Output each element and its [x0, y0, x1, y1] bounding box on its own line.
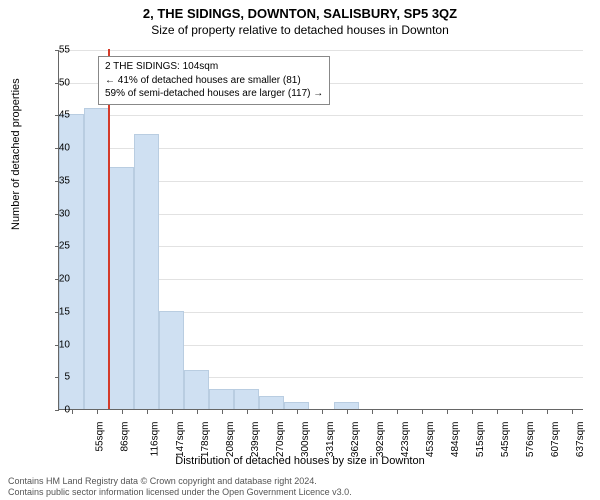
histogram-bar [234, 389, 259, 409]
x-tick-label: 637sqm [575, 422, 586, 458]
x-tick [197, 410, 198, 414]
x-tick [572, 410, 573, 414]
x-tick [172, 410, 173, 414]
y-tick-label: 25 [40, 241, 70, 252]
chart-subtitle: Size of property relative to detached ho… [0, 21, 600, 37]
x-tick-label: 208sqm [225, 422, 236, 458]
x-tick [72, 410, 73, 414]
x-tick [247, 410, 248, 414]
x-tick [347, 410, 348, 414]
x-tick-label: 239sqm [250, 422, 261, 458]
chart-container: 2, THE SIDINGS, DOWNTON, SALISBURY, SP5 … [0, 0, 600, 500]
x-tick-label: 147sqm [175, 422, 186, 458]
x-tick [497, 410, 498, 414]
legend-box: 2 THE SIDINGS: 104sqm ← 41% of detached … [98, 56, 330, 105]
y-tick-label: 35 [40, 175, 70, 186]
x-tick [122, 410, 123, 414]
y-tick-label: 5 [40, 372, 70, 383]
x-tick [522, 410, 523, 414]
y-tick-label: 0 [40, 405, 70, 416]
x-tick-label: 116sqm [149, 422, 160, 457]
histogram-bar [259, 396, 284, 409]
x-tick [397, 410, 398, 414]
y-tick-label: 10 [40, 339, 70, 350]
legend-line-1: 2 THE SIDINGS: 104sqm [105, 60, 323, 74]
y-tick-label: 50 [40, 77, 70, 88]
x-tick [97, 410, 98, 414]
x-tick-label: 576sqm [525, 422, 536, 458]
histogram-bar [334, 402, 359, 409]
x-tick-label: 331sqm [325, 422, 336, 458]
chart-area: 55sqm86sqm116sqm147sqm178sqm208sqm239sqm… [58, 50, 583, 410]
x-tick [272, 410, 273, 414]
x-tick [547, 410, 548, 414]
x-tick-label: 515sqm [475, 422, 486, 458]
y-axis-label: Number of detached properties [10, 78, 22, 230]
y-tick-label: 30 [40, 208, 70, 219]
legend-line-3: 59% of semi-detached houses are larger (… [105, 87, 323, 101]
chart-title-address: 2, THE SIDINGS, DOWNTON, SALISBURY, SP5 … [0, 0, 600, 21]
x-tick [222, 410, 223, 414]
x-tick-label: 270sqm [275, 422, 286, 458]
y-tick-label: 45 [40, 110, 70, 121]
x-tick-label: 362sqm [350, 422, 361, 458]
x-axis-label: Distribution of detached houses by size … [0, 455, 600, 467]
x-tick [147, 410, 148, 414]
x-tick-label: 484sqm [450, 422, 461, 458]
histogram-bar [84, 108, 109, 409]
y-tick-label: 15 [40, 306, 70, 317]
x-tick [422, 410, 423, 414]
x-tick-label: 178sqm [200, 422, 211, 458]
x-tick-label: 86sqm [119, 422, 130, 452]
x-tick-label: 392sqm [375, 422, 386, 458]
histogram-bar [184, 370, 209, 409]
gridline [59, 115, 583, 116]
x-tick-label: 423sqm [400, 422, 411, 458]
footer-attribution: Contains HM Land Registry data © Crown c… [8, 476, 352, 498]
histogram-bar [159, 311, 184, 409]
y-tick-label: 20 [40, 274, 70, 285]
histogram-bar [59, 114, 84, 409]
histogram-bar [284, 402, 309, 409]
x-tick [447, 410, 448, 414]
x-tick [322, 410, 323, 414]
x-tick [372, 410, 373, 414]
footer-line-2: Contains public sector information licen… [8, 487, 352, 498]
x-tick-label: 453sqm [425, 422, 436, 458]
y-tick-label: 55 [40, 45, 70, 56]
x-tick-label: 300sqm [300, 422, 311, 458]
histogram-bar [209, 389, 234, 409]
y-tick-label: 40 [40, 143, 70, 154]
legend-line-2: ← 41% of detached houses are smaller (81… [105, 74, 323, 88]
histogram-bar [134, 134, 159, 409]
x-tick-label: 545sqm [500, 422, 511, 458]
x-tick [297, 410, 298, 414]
x-tick-label: 55sqm [94, 422, 105, 452]
footer-line-1: Contains HM Land Registry data © Crown c… [8, 476, 352, 487]
gridline [59, 50, 583, 51]
x-tick [472, 410, 473, 414]
histogram-bar [109, 167, 134, 409]
x-tick-label: 607sqm [550, 422, 561, 458]
